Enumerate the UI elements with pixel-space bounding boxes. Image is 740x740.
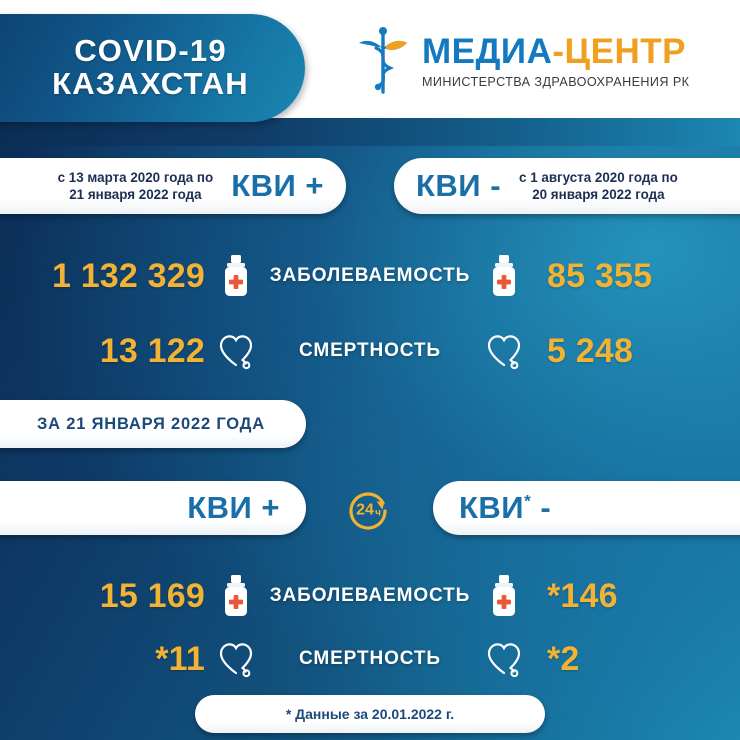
header-accent-band <box>0 118 740 146</box>
logo-word-center: -ЦЕНТР <box>552 31 686 71</box>
badge-24-number: 24 <box>356 502 374 519</box>
media-center-logo: МЕДИА-ЦЕНТР МИНИСТЕРСТВА ЗДРАВООХРАНЕНИЯ… <box>352 16 732 106</box>
cumulative-incidence-row: 1 132 329 ЗАБОЛЕВАЕМОСТЬ 85 355 <box>0 245 740 307</box>
cumulative-incidence-label: ЗАБОЛЕВАЕМОСТЬ <box>269 265 471 286</box>
cumulative-mortality-right-value: 5 248 <box>547 331 634 370</box>
medicine-bottle-icon <box>493 255 515 296</box>
daily-right-kvi-pill: КВИ* - <box>433 481 740 535</box>
daily-date-banner-text: ЗА 21 ЯНВАРЯ 2022 ГОДА <box>37 414 265 433</box>
heart-icon-left-cell-daily <box>205 639 267 679</box>
logo-subtitle: МИНИСТЕРСТВА ЗДРАВООХРАНЕНИЯ РК <box>422 74 690 89</box>
daily-date-banner-pill: ЗА 21 ЯНВАРЯ 2022 ГОДА <box>0 400 306 448</box>
daily-mortality-row: *11 СМЕРТНОСТЬ *2 <box>0 628 740 690</box>
daily-mortality-right-value: *2 <box>547 639 580 678</box>
daily-incidence-label: ЗАБОЛЕВАЕМОСТЬ <box>269 585 471 606</box>
cumulative-incidence-right-value: 85 355 <box>547 256 653 295</box>
cumulative-right-range-pill: КВИ - с 1 августа 2020 года по 20 января… <box>394 158 740 214</box>
daily-left-kvi-label: КВИ + <box>187 490 280 525</box>
cumulative-left-kvi-label: КВИ + <box>231 168 324 203</box>
footnote-text: * Данные за 20.01.2022 г. <box>285 706 455 722</box>
page-title-line1: COVID-19 <box>74 33 227 69</box>
heart-icon-left-cell <box>205 331 267 371</box>
daily-incidence-left-value: 15 169 <box>99 576 205 615</box>
cumulative-right-range-line2: 20 января 2022 года <box>532 187 665 202</box>
daily-right-kvi-base: КВИ <box>459 490 525 525</box>
badge-hour-unit: ч <box>375 508 381 519</box>
daily-left-kvi-pill: КВИ + <box>0 481 306 535</box>
heart-stethoscope-icon <box>487 335 521 370</box>
daily-right-kvi-star: * <box>524 491 532 511</box>
heart-stethoscope-icon <box>219 643 253 678</box>
cumulative-right-range-line1: с 1 августа 2020 года по <box>519 169 678 185</box>
cumulative-right-range-text: с 1 августа 2020 года по 20 января 2022 … <box>519 169 678 203</box>
cumulative-mortality-row: 13 122 СМЕРТНОСТЬ 5 248 <box>0 320 740 382</box>
24h-cycle-icon: 24 ч <box>349 492 387 530</box>
logo-wordmark: МЕДИА-ЦЕНТР <box>422 34 689 69</box>
heart-icon-right-cell-daily <box>473 639 535 679</box>
medicine-bottle-icon <box>225 575 247 616</box>
cumulative-left-range-line2: 21 января 2022 года <box>69 187 202 202</box>
cumulative-left-range-text: с 13 марта 2020 года по 21 января 2022 г… <box>58 169 214 203</box>
heart-icon-right-cell <box>473 331 535 371</box>
daily-incidence-right-value: *146 <box>547 576 618 615</box>
daily-right-kvi-sign: - <box>540 490 552 525</box>
bottle-icon-right-cell <box>473 254 535 298</box>
daily-incidence-row: 15 169 ЗАБОЛЕВАЕМОСТЬ *146 <box>0 565 740 627</box>
cumulative-left-range-line1: с 13 марта 2020 года по <box>57 169 214 185</box>
cumulative-incidence-left-value: 1 132 329 <box>51 256 205 295</box>
caduceus-icon <box>359 27 407 94</box>
daily-right-kvi-label: КВИ* - <box>459 490 551 526</box>
daily-mortality-left-value: *11 <box>155 639 205 678</box>
cumulative-right-kvi-label: КВИ - <box>416 168 502 203</box>
bottle-icon-left-cell <box>205 254 267 298</box>
footnote-pill: * Данные за 20.01.2022 г. <box>195 695 545 733</box>
logo-word-media: МЕДИА <box>422 31 553 71</box>
daily-mortality-label: СМЕРТНОСТЬ <box>298 648 441 669</box>
heart-stethoscope-icon <box>219 335 253 370</box>
cumulative-mortality-label: СМЕРТНОСТЬ <box>298 340 441 361</box>
title-badge: COVID-19 КАЗАХСТАН <box>0 14 305 122</box>
heart-stethoscope-icon <box>487 643 521 678</box>
medicine-bottle-icon <box>493 575 515 616</box>
page-title-line2: КАЗАХСТАН <box>52 66 249 101</box>
medicine-bottle-icon <box>225 255 247 296</box>
cumulative-mortality-left-value: 13 122 <box>99 331 205 370</box>
bottle-icon-left-cell-daily <box>205 574 267 618</box>
bottle-icon-right-cell-daily <box>473 574 535 618</box>
cumulative-left-range-pill: с 13 марта 2020 года по 21 января 2022 г… <box>0 158 346 214</box>
